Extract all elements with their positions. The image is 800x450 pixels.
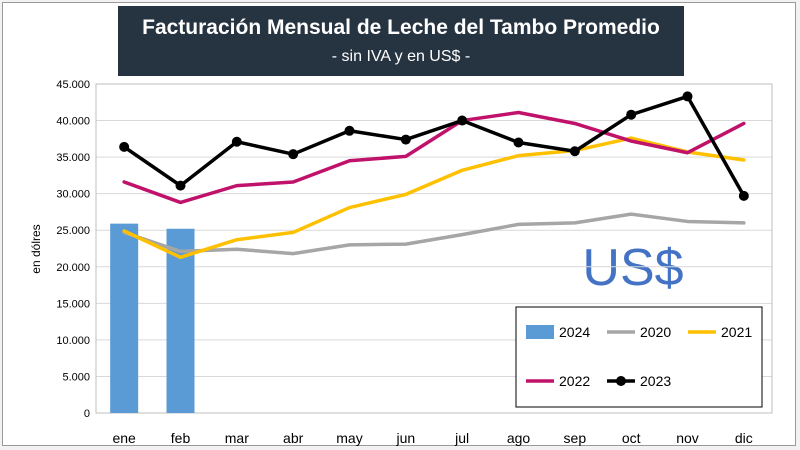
x-tick-label: ene <box>112 430 136 446</box>
point-2023 <box>738 190 749 201</box>
point-2023 <box>344 125 355 136</box>
series-line-2021 <box>122 136 746 260</box>
x-tick-label: abr <box>283 430 304 446</box>
chart-title: Facturación Mensual de Leche del Tambo P… <box>142 16 660 39</box>
y-tick-labels: 0 5.000 10.000 15.000 20.000 25.000 30.000 35.0… <box>56 79 90 420</box>
y-tick-label: 30.000 <box>56 189 90 201</box>
x-tick-label: may <box>336 430 362 446</box>
chart-subtitle: - sin IVA y en US$ - <box>331 48 471 65</box>
y-tick-label: 10.000 <box>56 335 90 347</box>
legend-label-2023: 2023 <box>640 373 671 389</box>
y-tick-label: 5.000 <box>62 371 90 383</box>
legend: 2024 2020 2021 2022 2023 <box>515 306 763 408</box>
bar-2024 <box>166 228 195 413</box>
x-tick-label: feb <box>171 430 191 446</box>
series-lines <box>119 91 749 260</box>
legend-label-2022: 2022 <box>559 373 590 389</box>
y-tick-label: 40.000 <box>56 116 90 128</box>
x-tick-label: mar <box>225 430 249 446</box>
bars <box>110 223 195 413</box>
point-2023 <box>400 134 411 145</box>
plot-area <box>95 83 773 414</box>
y-tick-label: 20.000 <box>56 262 90 274</box>
point-2023 <box>119 141 130 152</box>
point-2023 <box>569 146 580 157</box>
y-tick-label: 25.000 <box>56 225 90 237</box>
x-tick-label: oct <box>622 430 641 446</box>
series-line-2020 <box>122 212 746 256</box>
point-2023 <box>626 109 637 120</box>
bar-2024 <box>110 223 139 413</box>
x-tick-label: sep <box>564 430 587 446</box>
point-2023 <box>682 91 693 102</box>
y-tick-label: 15.000 <box>56 298 90 310</box>
point-2023 <box>457 115 468 126</box>
x-tick-label: dic <box>735 430 753 446</box>
series-line-2023 <box>122 94 746 198</box>
x-tick-label: jul <box>454 430 469 446</box>
x-tick-label: jun <box>395 430 415 446</box>
y-axis-label: en dólres <box>29 224 43 273</box>
point-2023 <box>175 180 186 191</box>
x-tick-label: nov <box>676 430 699 446</box>
legend-label-2021: 2021 <box>721 324 752 340</box>
legend-swatch-2024 <box>526 325 554 339</box>
title-box: Facturación Mensual de Leche del Tambo P… <box>118 6 684 76</box>
legend-box <box>515 306 763 408</box>
y-tick-label: 35.000 <box>56 152 90 164</box>
y-tick-label: 0 <box>84 408 90 420</box>
legend-label-2024: 2024 <box>559 324 590 340</box>
point-2023 <box>231 136 242 147</box>
legend-label-2020: 2020 <box>640 324 671 340</box>
x-tick-label: ago <box>507 430 531 446</box>
series-line-2022 <box>122 110 746 205</box>
point-2023 <box>513 137 524 148</box>
x-tick-labels: ene feb mar abr may jun jul ago sep oct nov dic <box>112 430 752 446</box>
legend-marker-2023 <box>616 376 626 386</box>
currency-annotation: US$ <box>582 239 683 297</box>
point-2023 <box>288 149 299 160</box>
y-tick-label: 45.000 <box>56 79 90 91</box>
